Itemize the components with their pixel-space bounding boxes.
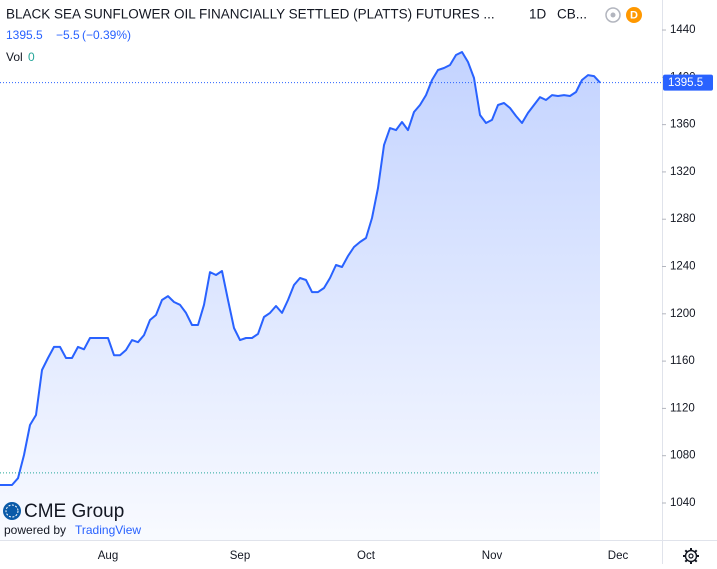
- x-tick-label: Aug: [98, 550, 118, 562]
- y-tick-label: 1160: [670, 355, 695, 367]
- y-tick-label: 1320: [670, 166, 696, 178]
- y-tick-label: 1200: [670, 308, 696, 320]
- axes: 1040108011201160120012401280132013601400…: [98, 24, 713, 562]
- y-tick-label: 1080: [670, 450, 696, 462]
- chart-title: BLACK SEA SUNFLOWER OIL FINANCIALLY SETT…: [6, 7, 495, 22]
- exchange: CB...: [557, 7, 587, 22]
- badge: D: [630, 9, 638, 21]
- x-tick-label: Nov: [482, 550, 503, 562]
- quote-change: −5.5: [56, 28, 80, 42]
- x-tick-label: Sep: [230, 550, 250, 562]
- last-price-box: [663, 74, 713, 91]
- x-tick-label: Dec: [608, 550, 629, 562]
- x-tick-label: Oct: [357, 550, 376, 562]
- y-tick-label: 1440: [670, 24, 696, 36]
- y-tick-label: 1280: [670, 213, 696, 225]
- brand-powered: powered by: [4, 523, 66, 537]
- price-line: [0, 51, 601, 486]
- volume-label: Vol: [6, 50, 23, 64]
- y-tick-label: 1360: [670, 119, 696, 131]
- quote-change-pct: (−0.39%): [82, 28, 131, 42]
- interval[interactable]: 1D: [529, 7, 547, 22]
- volume-value: 0: [28, 50, 35, 64]
- brand-logo[interactable]: CME Group powered by TradingView: [3, 501, 141, 537]
- y-tick-label: 1240: [670, 261, 696, 273]
- status-icons: D: [605, 7, 642, 23]
- brand-name: CME Group: [24, 501, 124, 522]
- brand-provider: TradingView: [75, 523, 141, 537]
- area-fill: [0, 52, 600, 540]
- y-tick-label: 1040: [670, 497, 696, 509]
- settings-button[interactable]: [683, 548, 699, 564]
- last-price-label: 1395.5: [668, 77, 703, 89]
- quote-last: 1395.5: [6, 28, 43, 42]
- plot-area: [0, 51, 662, 540]
- y-tick-label: 1120: [670, 402, 695, 414]
